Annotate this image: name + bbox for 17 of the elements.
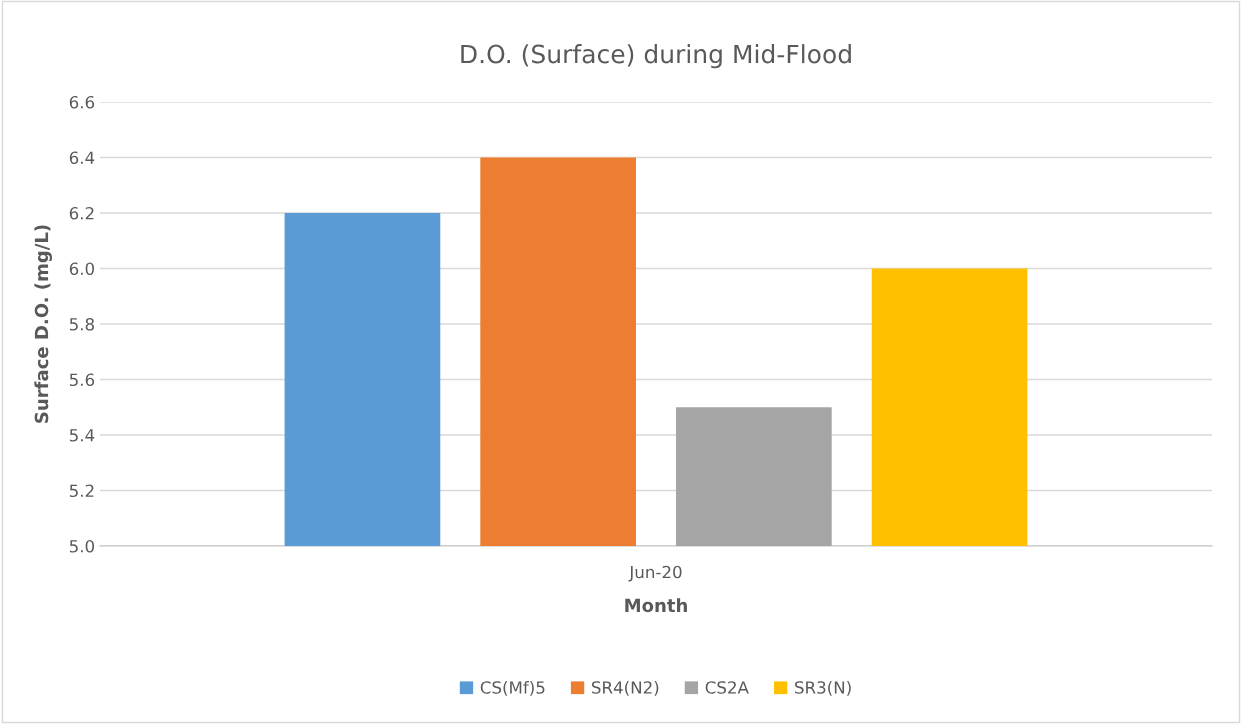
- y-tick-label: 5.0: [69, 539, 95, 553]
- y-tick-label: 6.0: [69, 262, 95, 276]
- y-axis-title: Surface D.O. (mg/L): [34, 225, 52, 423]
- y-tick-label: 6.6: [69, 95, 95, 109]
- chart-title: D.O. (Surface) during Mid-Flood: [461, 44, 851, 69]
- x-tick-label: Jun-20: [628, 565, 682, 582]
- x-axis-title: Month: [625, 598, 687, 613]
- y-tick-label: 5.6: [69, 373, 95, 387]
- legend-label: CS2A: [705, 681, 749, 694]
- y-tick-label: 5.8: [69, 317, 94, 331]
- y-tick-label: 5.4: [69, 429, 95, 442]
- y-tick-label: 5.2: [69, 484, 94, 498]
- y-tick-label: 6.2: [69, 206, 94, 220]
- y-tick-label: 6.4: [69, 151, 95, 165]
- legend-label: SR4(N2): [591, 680, 659, 696]
- legend-label: CS(Mf)5: [480, 680, 545, 696]
- legend-label: SR3(N): [795, 680, 851, 696]
